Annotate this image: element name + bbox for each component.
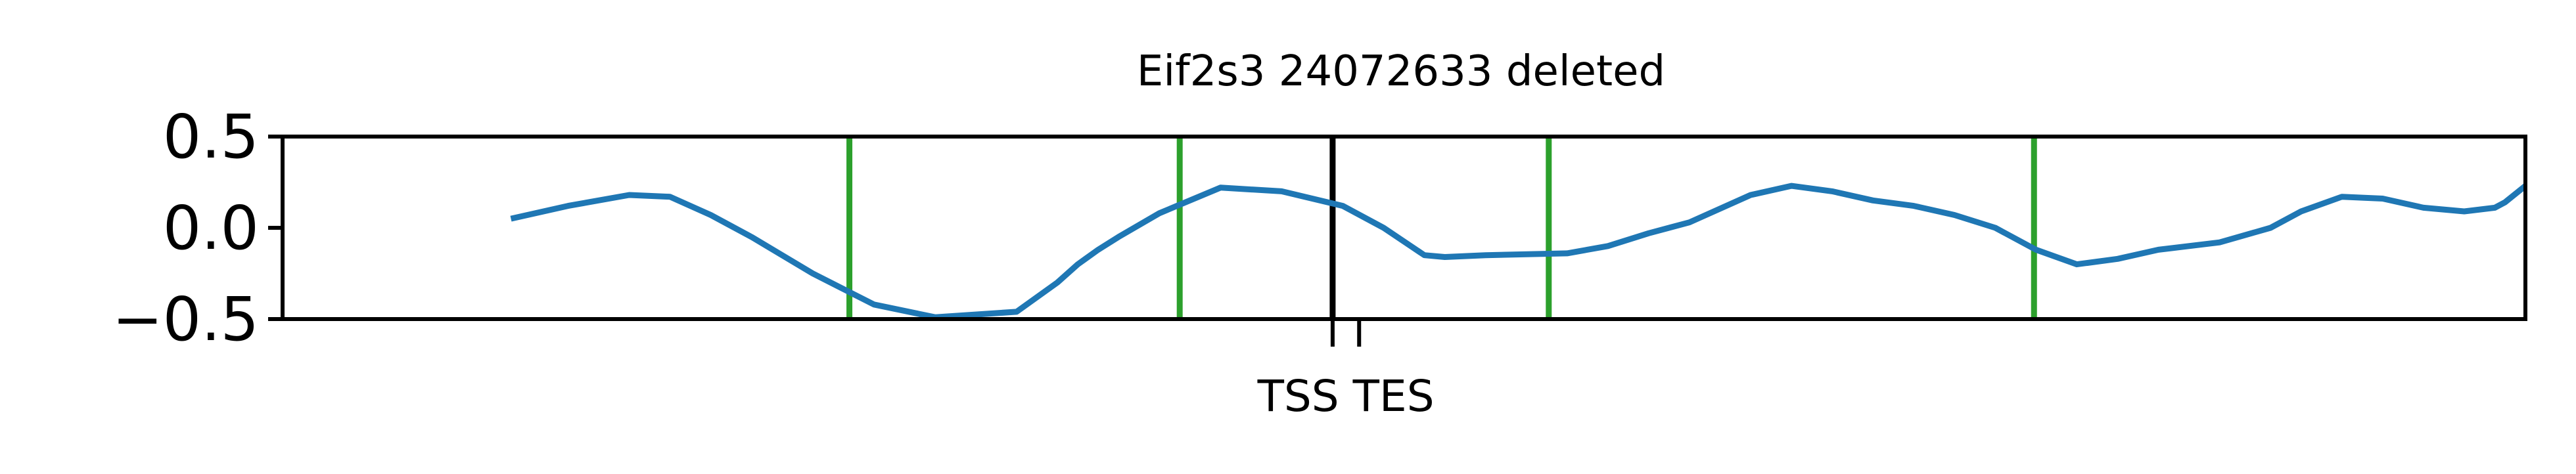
x-tick-labels: TSS TES <box>1257 371 1435 421</box>
series-group <box>510 183 2527 320</box>
x-tick-label-0: TSS <box>1257 371 1339 421</box>
chart-title: Eif2s3 24072633 deleted <box>1137 47 1665 96</box>
y-axis: 0.5 0.0 −0.5 <box>112 102 283 355</box>
vertical-markers <box>846 137 2037 319</box>
y-tick-label-0: 0.5 <box>163 102 259 172</box>
plot-frame <box>281 135 2527 321</box>
x-tick-label-1: TES <box>1339 371 1435 421</box>
y-tick-label-2: −0.5 <box>112 284 259 355</box>
x-axis: TSS TES <box>1257 319 1435 421</box>
y-tick-label-1: 0.0 <box>163 193 259 263</box>
series-line-0 <box>510 183 2527 320</box>
plot-area: 0.5 0.0 −0.5 TSS TES <box>112 102 2527 421</box>
